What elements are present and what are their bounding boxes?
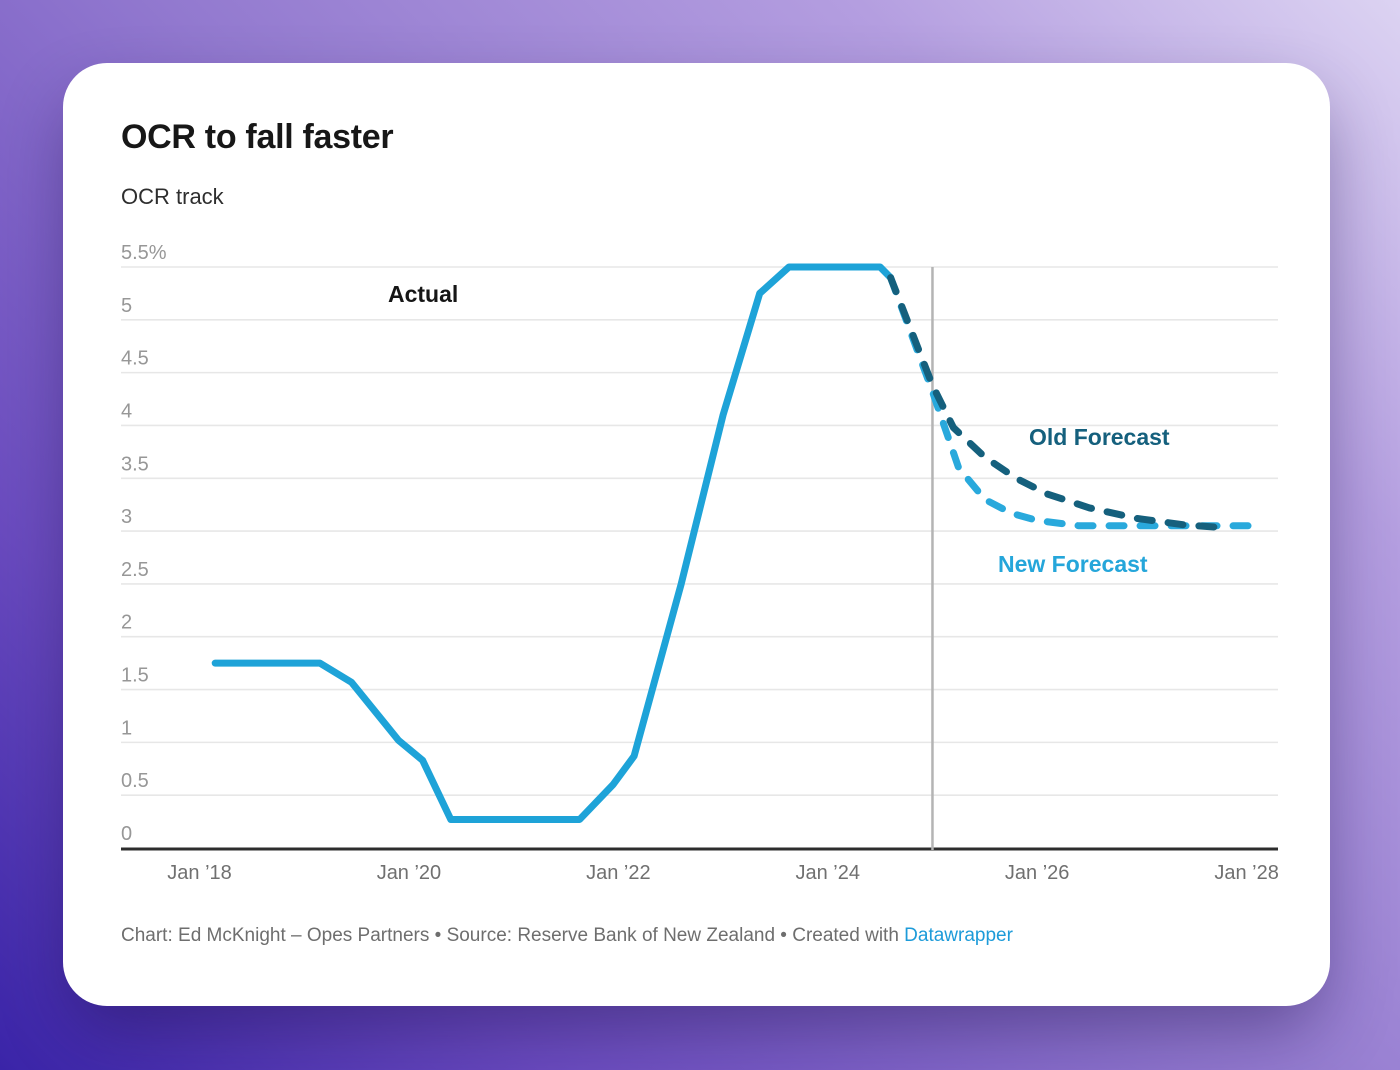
series-label-new-forecast: New Forecast: [998, 551, 1148, 577]
series-label-old-forecast: Old Forecast: [1029, 424, 1170, 450]
chart-title: OCR to fall faster: [121, 118, 394, 156]
chart-card: [63, 63, 1330, 1006]
datawrapper-link[interactable]: Datawrapper: [904, 925, 1013, 946]
footer-credit-text: Chart: Ed McKnight – Opes Partners • Sou…: [121, 925, 905, 946]
series-label-actual: Actual: [388, 281, 459, 307]
chart-footer: Chart: Ed McKnight – Opes Partners • Sou…: [121, 925, 1261, 947]
chart-subtitle: OCR track: [121, 184, 224, 209]
